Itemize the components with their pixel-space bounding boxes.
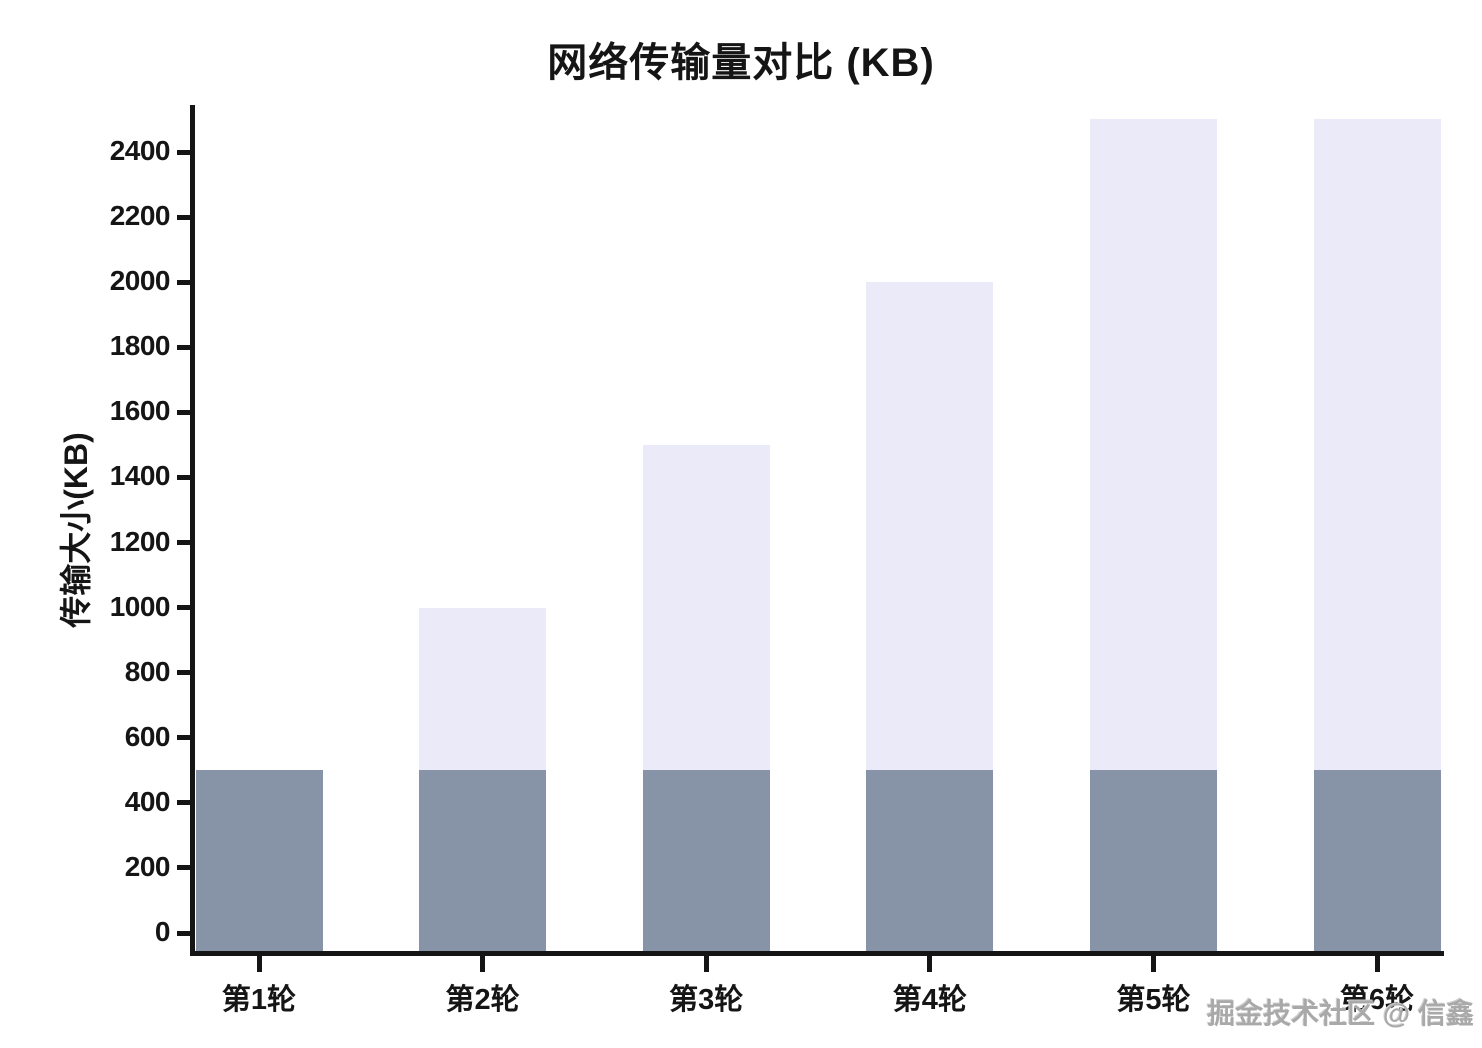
watermark: 掘金技术社区 @ 信鑫 xyxy=(1207,998,1474,1029)
x-tick-mark xyxy=(1150,956,1156,972)
y-tick-mark xyxy=(177,865,190,871)
y-tick-mark xyxy=(177,474,190,480)
x-tick-label: 第6轮 xyxy=(1339,984,1415,1016)
x-tick-label: 第1轮 xyxy=(221,984,297,1016)
y-tick-label: 2400 xyxy=(109,135,171,166)
bar-dark-2 xyxy=(419,770,547,951)
y-tick-label: 2200 xyxy=(109,200,171,232)
x-axis-line xyxy=(190,951,1444,956)
y-tick-mark xyxy=(177,540,190,545)
y-tick-mark xyxy=(177,279,190,285)
chart-title: 网络传输量对比 (KB) xyxy=(547,41,935,85)
y-tick-mark xyxy=(177,149,190,155)
y-tick-label: 0 xyxy=(154,916,171,947)
x-tick-label: 第4轮 xyxy=(892,984,967,1016)
y-tick-mark xyxy=(177,214,190,220)
y-tick-label: 2000 xyxy=(109,265,171,297)
x-tick-mark xyxy=(703,956,709,972)
x-tick-label: 第5轮 xyxy=(1116,984,1191,1016)
x-tick-label: 第3轮 xyxy=(669,984,744,1016)
x-tick-label: 第2轮 xyxy=(445,984,520,1016)
x-tick-mark xyxy=(480,956,486,972)
y-tick-label: 400 xyxy=(124,785,171,817)
bar-dark-5 xyxy=(1089,770,1217,951)
y-tick-mark xyxy=(177,344,190,350)
x-tick-mark xyxy=(256,956,262,972)
y-tick-label: 1600 xyxy=(109,395,171,427)
y-tick-mark xyxy=(177,670,190,676)
y-tick-label: 200 xyxy=(124,850,171,882)
y-tick-mark xyxy=(177,800,190,806)
y-tick-mark xyxy=(177,735,190,741)
bar-dark-6 xyxy=(1313,770,1441,951)
x-tick-mark xyxy=(1374,956,1380,972)
y-tick-label: 1800 xyxy=(109,330,171,362)
y-tick-mark xyxy=(177,605,190,611)
y-axis-line xyxy=(190,105,195,956)
y-tick-label: 1000 xyxy=(109,590,171,622)
x-tick-mark xyxy=(927,956,933,972)
bar-dark-3 xyxy=(642,770,770,951)
bar-dark-1 xyxy=(195,770,323,951)
y-tick-mark xyxy=(177,409,190,415)
y-tick-label: 600 xyxy=(124,720,171,752)
y-tick-mark xyxy=(177,930,190,936)
y-tick-label: 1200 xyxy=(109,525,171,557)
y-tick-label: 800 xyxy=(124,655,171,687)
y-tick-label: 1400 xyxy=(109,460,171,492)
bar-dark-4 xyxy=(866,770,994,951)
